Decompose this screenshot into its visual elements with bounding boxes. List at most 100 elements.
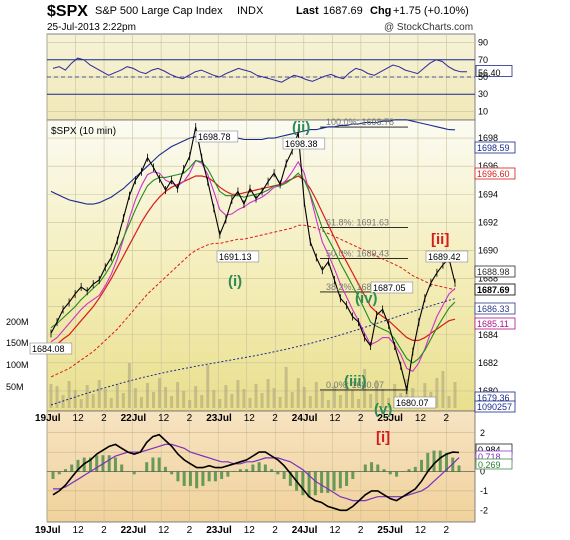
macd-histogram-bar [163,466,167,472]
x-tick-label-bottom: 24Jul [292,525,318,536]
volume-tick-label: 150M [6,338,29,348]
volume-bar [302,387,306,408]
label-low-1680-07-box [393,396,437,409]
price-tag-box [474,141,516,154]
volume-bar [375,380,379,408]
label-high-1698-78-box [195,130,239,143]
chg-value: +1.75 (+0.10%) [393,5,469,17]
price-tick-label: 1694 [478,189,498,199]
macd-line [52,433,460,512]
label-high-1698-78: 1698.78 [198,132,231,142]
volume-bar [272,388,276,408]
volume-bar [218,399,222,408]
x-tick-label-bottom: 2 [358,525,364,536]
macd-histogram-bar [113,457,117,472]
volume-bar [314,382,318,408]
wave-label-v: (v) [374,401,392,418]
price-tick-label: 1684 [478,330,498,340]
macd-histogram-bar [376,464,380,472]
macd-histogram-bar [188,471,192,486]
x-tick-label: 25Jul [377,413,403,424]
macd-histogram-bar [207,471,211,482]
macd-tick-label: 2 [480,428,485,438]
volume-bar [212,390,216,408]
volume-bar [308,396,312,408]
volume-tick-label: 100M [6,360,29,370]
x-tick-label: 2 [358,413,364,424]
label-wave-iv-value: 1687.05 [373,283,406,293]
macd-histogram-bar [176,471,180,482]
macd-histogram-bar [251,464,255,472]
volume-bar [290,392,294,408]
x-tick-label: 12 [329,413,341,424]
volume-bar [435,378,439,408]
volume-bar [145,383,149,408]
macd-histogram-bar [388,471,392,475]
price-tick-label: 1698 [478,133,498,143]
volume-bar [182,391,186,408]
volume-bar [127,363,131,408]
volume-bar [357,399,361,408]
macd-histogram-bar [126,471,130,472]
index-name: S&P 500 Large Cap Index [95,5,223,17]
fib-label: 50.0%: 1689.43 [326,248,389,258]
x-tick-label-bottom: 12 [73,525,85,536]
macd-histogram-bar [288,471,292,486]
price-tick-label: 1688 [478,274,498,284]
exchange: INDX [237,5,264,17]
x-tick-label: 12 [73,413,85,424]
last-value: 1687.69 [323,5,363,17]
volume-bar [91,394,95,408]
price-tag-box [474,302,516,315]
price-tag-box [474,283,516,296]
wave-label-iii: (iii) [344,373,367,390]
macd-histogram-bar [95,455,99,472]
macd-histogram-bar [432,450,436,472]
datetime: 25-Jul-2013 2:22pm [47,22,136,33]
price-tick-label: 1696 [478,161,498,171]
x-tick-label-bottom: 22Jul [121,525,147,536]
volume-bar [254,384,258,408]
macd-histogram-bar [451,457,455,472]
price-tag-value: 1686.33 [477,304,510,314]
x-tick-label: 2 [187,413,193,424]
x-tick-label-bottom: 25Jul [377,525,403,536]
macd-histogram-bar [70,464,74,472]
volume-bar [73,390,77,408]
macd-histogram-bar [213,471,217,482]
macd-histogram-bar [301,471,305,496]
label-high-1698-38-box [282,137,326,150]
volume-bar [67,381,71,408]
macd-histogram-bar [438,450,442,472]
macd-histogram-bar [170,471,174,475]
macd-signal-line [53,443,460,502]
macd-histogram-bar [107,455,111,472]
price-tick-label: 1692 [478,217,498,227]
label-low-1680-07: 1680.07 [396,398,429,408]
x-tick-label: 2 [272,413,278,424]
x-tick-label-bottom: 2 [101,525,107,536]
rsi-current-tag: 56.40 [478,68,501,78]
x-tick-label: 12 [158,413,170,424]
macd-histogram-bar [313,471,317,496]
fib-label: 38.2%: 1687.05 [326,282,389,292]
macd-histogram-bar [382,469,386,472]
volume-bar [393,384,397,408]
volume-bar [423,383,427,408]
macd-histogram-bar [357,471,361,472]
x-tick-label-bottom: 12 [244,525,256,536]
volume-bar [387,398,391,408]
volume-bar [152,392,156,408]
macd-histogram-bar [332,471,336,491]
volume-bar [266,379,270,408]
macd-histogram-bar [151,457,155,472]
label-high-1698-38: 1698.38 [285,139,318,149]
macd-histogram-bar [270,469,274,472]
volume-bar [344,381,348,408]
volume-bar [284,367,288,408]
macd-tick-label: -1 [480,486,488,496]
macd-histogram-bar [420,459,424,472]
last-label: Last [296,5,319,17]
volume-bar [278,397,282,408]
